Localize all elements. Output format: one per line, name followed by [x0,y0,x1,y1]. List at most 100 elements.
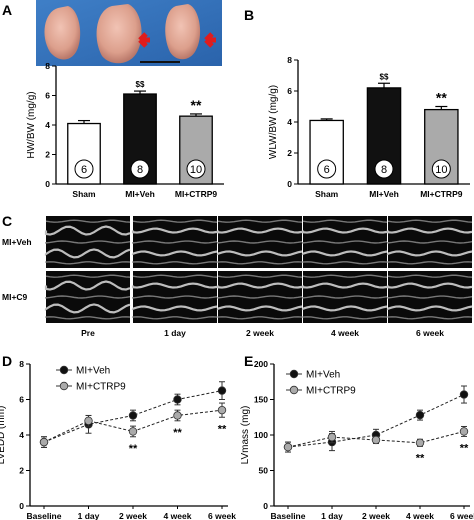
data-point [173,395,182,404]
x-tick-label: MI+CTRP9 [420,189,463,199]
n-circle [374,159,394,179]
echo-band [301,250,388,257]
data-point [371,435,381,445]
echo-row-label: MI+C9 [2,292,28,302]
echo-image [44,216,131,268]
data-point [459,390,469,399]
echo-band [387,261,473,265]
x-tick-label: 1 day [78,511,100,520]
echo-band [217,316,303,320]
y-tick-label: 2 [45,150,50,160]
y-tick-label: 4 [287,117,292,127]
x-tick-label: Baseline [271,511,306,520]
echo-band [302,295,388,299]
echo-band [216,282,303,289]
data-point [459,427,469,436]
echo-image [131,216,218,268]
data-point [217,386,227,395]
echo-band [387,219,473,223]
y-tick-label: 6 [45,91,50,101]
echo-image [301,271,388,323]
echo-band [301,305,388,312]
echo-band [217,240,303,244]
legend-label: MI+CTRP9 [306,386,356,397]
heart-mi-ctrp9-image [165,4,201,60]
x-tick-label: 6 week [450,511,474,520]
data-point [128,411,138,420]
x-tick-label: Sham [72,189,96,199]
significance-label: $$ [380,72,389,81]
x-tick-label: Sham [315,189,339,199]
n-circle [431,159,451,179]
y-tick-label: 0 [263,501,268,511]
echo-band [217,219,303,223]
panel-label-e: E [244,353,253,369]
echo-image [216,216,303,268]
chart-lvmass: 0 50 100 150 200 LVmass (mg) Baseline 1 day 2 we… [240,359,474,520]
echo-band [302,316,388,320]
y-tick-label: 150 [254,395,268,405]
arrow-icon [204,32,216,48]
significance-label: ** [129,443,138,455]
data-point [217,405,227,415]
x-tick-label: 1 day [321,511,343,520]
echo-panel: MI+Veh MI+C9 Pre 1 day 2 week 4 week 6 week [2,216,473,338]
echo-band [131,250,218,257]
echo-col-label: 1 day [164,328,186,338]
x-tick-label: MI+CTRP9 [175,189,218,199]
echo-band [44,280,131,291]
series-line [43,390,223,443]
y-tick-label: 4 [45,120,50,130]
chart-hw-bw: 0 2 4 6 8 HW/BW (mg/g) 6 Sham 8 MI+Veh $$ 10 MI+CTRP… [26,61,224,199]
echo-band [387,274,473,278]
y-tick-label: 2 [287,148,292,158]
y-tick-label: 4 [19,430,24,440]
echo-band [386,305,473,312]
x-tick-label: 2 week [119,511,147,520]
y-tick-label: 8 [45,61,50,71]
x-tick-label: 2 week [362,511,390,520]
echo-band [217,274,303,278]
echo-band [44,248,131,259]
echo-band [131,282,218,289]
legend-label: MI+Veh [306,370,340,381]
panel-label-a: A [2,2,12,18]
echo-col-label: 4 week [331,328,359,338]
panel-label-b: B [244,7,254,23]
echo-band [301,282,388,289]
legend-marker [289,385,299,395]
legend-marker [289,369,299,379]
legend-label: MI+CTRP9 [76,382,126,393]
heart-mi-veh-image [96,4,142,64]
echo-band [132,274,218,278]
echo-image [301,216,388,268]
data-point [39,437,49,447]
legend-marker [59,381,69,391]
panel-label-d: D [2,353,12,369]
echo-band [386,250,473,257]
y-tick-label: 8 [19,359,24,369]
echo-band [45,274,131,278]
heart-sham-image [44,6,81,60]
n-label: 6 [81,164,87,176]
echo-image [44,271,131,323]
n-label: 8 [137,164,143,176]
echo-band [132,295,218,299]
echo-band [302,274,388,278]
y-tick-label: 50 [259,466,269,476]
echo-band [45,316,131,320]
y-tick-label: 0 [287,179,292,189]
echo-band [216,227,303,234]
echo-image [131,271,218,323]
y-axis-label: HW/BW (mg/g) [26,91,37,158]
echo-band [44,225,131,236]
echo-band [45,261,131,265]
chart-wlw-bw: 0 2 4 6 8 WLW/BW (mg/g) 6 Sham 8 MI+Veh $$ 10 MI+CTR… [268,55,470,199]
echo-band [302,261,388,265]
significance-label: $$ [136,80,145,89]
echo-band [387,240,473,244]
significance-label: ** [460,442,469,454]
arrow-icon [138,32,150,48]
panel-label-c: C [2,213,12,229]
significance-label: ** [191,97,202,113]
